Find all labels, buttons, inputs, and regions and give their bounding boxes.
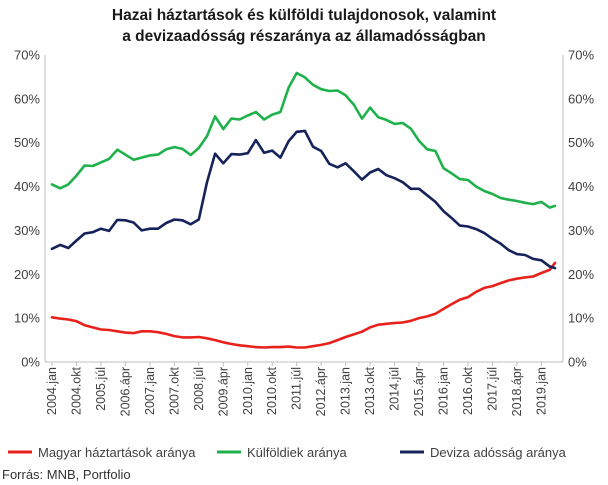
y-tick-label-left: 40% [14,179,40,194]
y-tick-label-right: 0% [568,355,587,370]
x-tick-label: 2014.júl [388,367,402,411]
series-lines [50,71,557,349]
y-tick-label-left: 30% [14,223,40,238]
x-tick-label: 2006.ápr [118,367,132,416]
y-tick-label-right: 50% [568,135,594,150]
y-tick-label-left: 50% [14,135,40,150]
y-tick-label-left: 70% [14,48,40,63]
legend-label-2: Külföldiek aránya [247,445,347,460]
x-tick-label: 2004.okt [69,366,83,414]
y-tick-label-right: 40% [568,179,594,194]
x-tick-label: 2010.okt [265,366,279,414]
y-tick-label-right: 20% [568,267,594,282]
y-tick-label-right: 10% [568,311,594,326]
chart-title-line-2: a devizaadósság részaránya az államadóss… [122,28,486,45]
x-tick-label: 2005.júl [94,367,108,411]
x-tick-label: 2016.jan [437,367,451,415]
source-note: Forrás: MNB, Portfolio [2,467,131,482]
x-tick-label: 2012.ápr [314,367,328,416]
x-tick-label: 2007.okt [167,366,181,414]
y-tick-label-left: 20% [14,267,40,282]
y-tick-label-left: 60% [14,91,40,106]
x-tick-label: 2018.ápr [510,367,524,416]
x-tick-label: 2017.júl [485,367,499,411]
x-tick-label: 2010.jan [241,367,255,415]
x-tick-label: 2013.okt [363,366,377,414]
y-tick-label-left: 0% [21,355,40,370]
x-tick-label: 2009.ápr [216,367,230,416]
x-tick-label: 2019.jan [534,367,548,415]
x-tick-label: 2004.jan [45,367,59,415]
y-tick-label-right: 70% [568,48,594,63]
legend-label-3: Deviza adósság aránya [430,445,567,460]
chart-title: Hazai háztartások és külföldi tulajdonos… [0,5,608,47]
axes: 0% 0% 10% 10% 20% 20% 30% 30% 40% 40% 50% 50% 60% 60%… [14,48,594,417]
x-tick-label: 2016.okt [461,366,475,414]
x-tick-label: 2015.ápr [412,367,426,416]
x-tick-label: 2013.jan [339,367,353,415]
legend-label-1: Magyar háztartások aránya [38,445,196,460]
legend: Magyar háztartások aránya Külföldiek arán… [8,445,567,460]
x-tick-label: 2007.jan [143,367,157,415]
series-line-3 [50,129,557,270]
series-line-2 [50,71,557,209]
y-tick-label-left: 10% [14,311,40,326]
y-tick-label-right: 30% [568,223,594,238]
x-tick-label: 2011.júl [290,367,304,410]
chart-title-line-1: Hazai háztartások és külföldi tulajdonos… [111,7,497,24]
y-tick-label-right: 60% [568,91,594,106]
x-tick-label: 2008.júl [192,367,206,411]
series-line-1 [50,261,557,349]
